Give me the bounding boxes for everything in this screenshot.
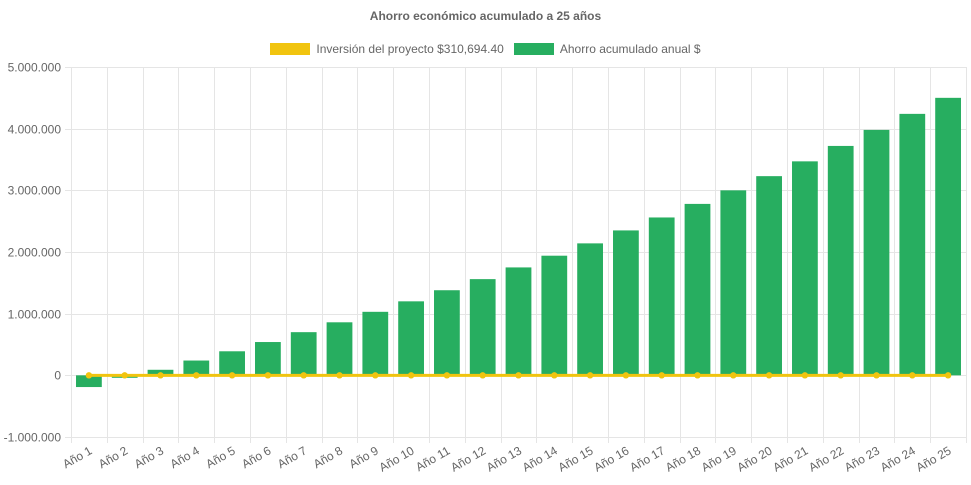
y-tick-label: 3.000.000: [8, 184, 62, 198]
x-tick-label: Año 1: [60, 443, 94, 471]
legend-swatch-investment: [270, 43, 311, 55]
x-tick-label: Año 11: [413, 443, 452, 474]
x-tick-label: Año 19: [699, 443, 739, 474]
x-tick-label: Año 7: [275, 443, 309, 471]
investment-point: [193, 372, 200, 379]
investment-point: [300, 372, 307, 379]
investment-point: [622, 372, 630, 379]
x-tick-label: Año 5: [203, 443, 237, 471]
bar: [76, 375, 102, 388]
x-tick-label: Año 6: [239, 443, 273, 471]
bar: [505, 267, 532, 376]
x-tick-label: Año 20: [735, 443, 775, 474]
x-tick-label: Año 2: [96, 443, 130, 471]
x-tick-label: Año 3: [132, 443, 166, 471]
y-tick-label: 0: [54, 369, 61, 383]
y-tick-label: 2.000.000: [8, 246, 62, 260]
legend-label-investment: Inversión del proyecto $310,694.40: [316, 42, 504, 56]
x-tick-label: Año 24: [878, 443, 918, 474]
x-tick-label: Año 9: [347, 443, 381, 471]
investment-point: [121, 372, 128, 379]
investment-point: [837, 372, 844, 379]
x-tick-label: Año 16: [591, 443, 631, 474]
x-tick-label: Año 12: [448, 443, 488, 474]
investment-point: [443, 372, 451, 379]
bar: [362, 311, 389, 376]
investment-point: [372, 372, 379, 379]
x-tick-label: Año 14: [520, 443, 560, 474]
legend-label-savings: Ahorro acumulado anual $: [559, 42, 701, 56]
legend: Inversión del proyecto $310,694.40 Ahorr…: [0, 42, 971, 56]
x-tick-label: Año 15: [556, 443, 596, 474]
legend-item-investment[interactable]: Inversión del proyecto $310,694.40: [270, 42, 504, 56]
bar: [434, 290, 460, 376]
investment-point: [228, 372, 236, 379]
bar: [326, 322, 353, 376]
y-tick-label: -1.000.000: [4, 431, 62, 445]
bar: [613, 230, 639, 376]
x-tick-label: Año 4: [168, 443, 202, 471]
y-tick-label: 4.000.000: [8, 123, 62, 137]
x-tick-label: Año 8: [311, 443, 345, 471]
x-tick-label: Año 18: [663, 443, 703, 474]
bar: [756, 176, 782, 376]
bar: [469, 279, 496, 376]
bar: [899, 113, 926, 376]
bar: [684, 203, 711, 376]
investment-point: [85, 372, 93, 379]
y-tick-label: 1.000.000: [8, 308, 62, 322]
investment-point: [873, 372, 880, 379]
bar: [541, 255, 568, 376]
x-tick-label: Año 21: [770, 443, 810, 474]
investment-point: [551, 372, 558, 379]
x-tick-label: Año 13: [484, 443, 524, 474]
bar: [935, 97, 961, 376]
investment-point: [944, 372, 952, 379]
investment-point: [515, 372, 522, 379]
bar: [577, 243, 603, 376]
investment-point: [658, 372, 665, 379]
bar: [183, 360, 210, 376]
investment-point: [909, 372, 916, 379]
investment-point: [801, 372, 809, 379]
chart-title: Ahorro económico acumulado a 25 años: [369, 9, 602, 23]
x-tick-label: Año 10: [377, 443, 417, 474]
x-tick-label: Año 23: [842, 443, 882, 474]
investment-point: [479, 372, 486, 379]
investment-point: [730, 372, 737, 379]
investment-point: [157, 372, 164, 379]
bar: [255, 342, 281, 376]
bar: [792, 161, 818, 376]
x-tick-label: Año 17: [627, 443, 667, 474]
bar: [720, 190, 747, 376]
bar: [219, 351, 245, 376]
investment-point: [407, 372, 415, 379]
bar: [290, 332, 317, 376]
investment-point: [264, 372, 272, 379]
bar: [648, 217, 675, 376]
bar: [827, 145, 854, 376]
x-tick-label: Año 22: [806, 443, 846, 474]
y-tick-label: 5.000.000: [8, 61, 62, 75]
investment-point: [765, 372, 773, 379]
legend-swatch-savings: [513, 43, 554, 55]
bar: [863, 129, 890, 376]
x-tick-label: Año 25: [914, 443, 954, 474]
investment-point: [694, 372, 701, 379]
bar: [398, 301, 424, 376]
investment-point: [336, 372, 343, 379]
legend-item-savings[interactable]: Ahorro acumulado anual $: [513, 42, 701, 56]
investment-point: [586, 372, 594, 379]
